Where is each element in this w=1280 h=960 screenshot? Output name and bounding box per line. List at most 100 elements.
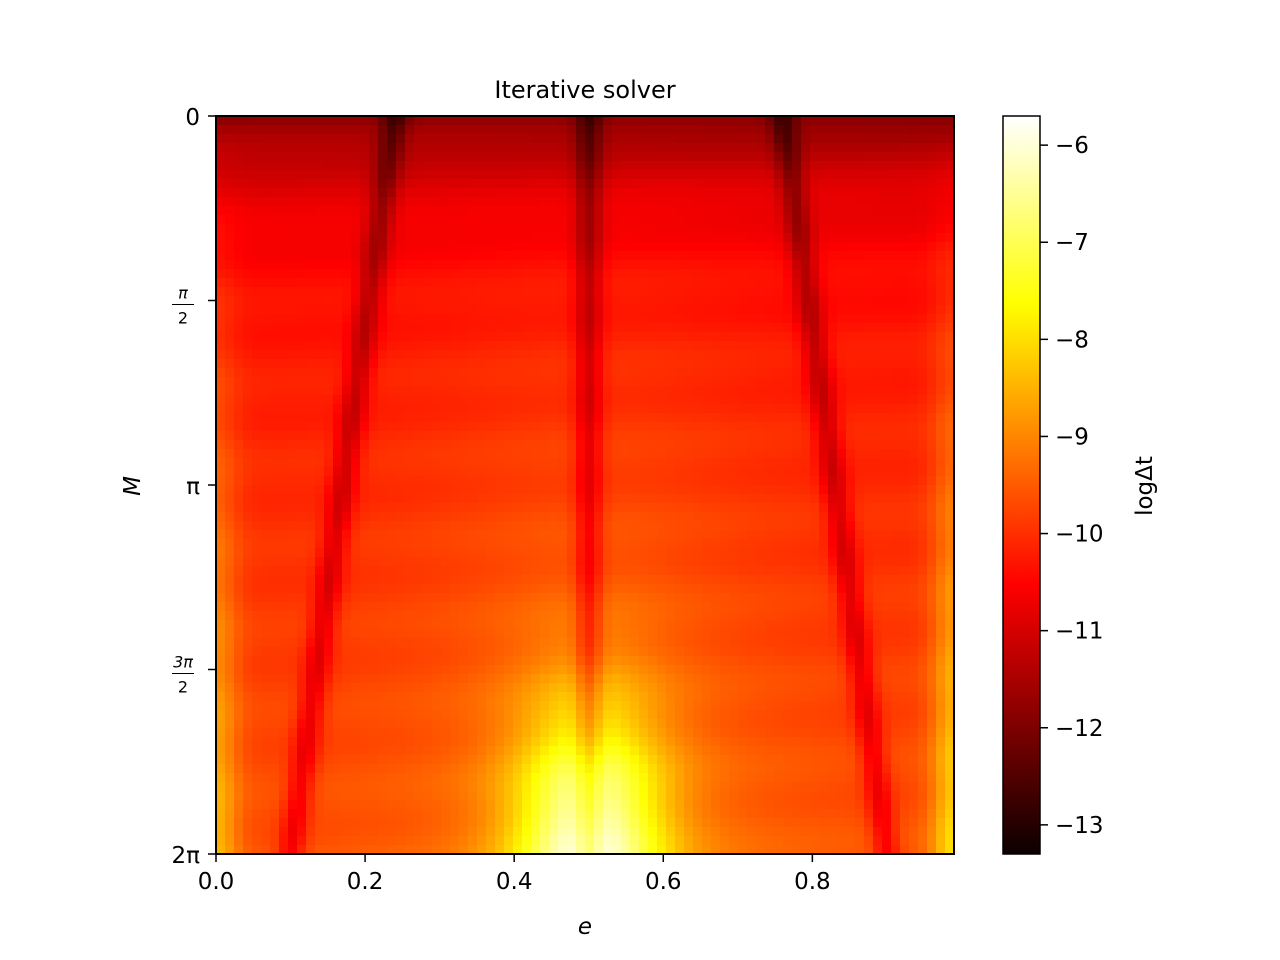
heatmap-cell (387, 539, 397, 549)
heatmap-cell (846, 395, 856, 405)
heatmap-cell (864, 260, 874, 270)
heatmap-cell (351, 341, 361, 351)
heatmap-cell (918, 179, 928, 189)
heatmap-cell (567, 449, 577, 459)
heatmap-cell (540, 512, 550, 522)
heatmap-cell (603, 503, 613, 513)
heatmap-cell (549, 278, 559, 288)
heatmap-cell (234, 341, 244, 351)
heatmap-cell (432, 143, 442, 153)
heatmap-cell (486, 269, 496, 279)
heatmap-cell (927, 647, 937, 657)
heatmap-cell (450, 575, 460, 585)
heatmap-cell (315, 278, 325, 288)
heatmap-cell (747, 233, 757, 243)
heatmap-cell (549, 611, 559, 621)
heatmap-cell (360, 206, 370, 216)
heatmap-cell (945, 503, 955, 513)
heatmap-cell (288, 224, 298, 234)
heatmap-cell (819, 485, 829, 495)
heatmap-cell (216, 431, 226, 441)
heatmap-cell (846, 467, 856, 477)
heatmap-cell (441, 260, 451, 270)
heatmap-cell (945, 314, 955, 324)
heatmap-cell (747, 548, 757, 558)
heatmap-cell (549, 323, 559, 333)
heatmap-cell (702, 179, 712, 189)
heatmap-cell (801, 359, 811, 369)
heatmap-cell (918, 593, 928, 603)
heatmap-cell (675, 440, 685, 450)
heatmap-cell (324, 593, 334, 603)
heatmap-cell (486, 593, 496, 603)
heatmap-cell (522, 449, 532, 459)
heatmap-cell (243, 404, 253, 414)
heatmap-cell (288, 638, 298, 648)
heatmap-cell (477, 440, 487, 450)
heatmap-cell (243, 134, 253, 144)
heatmap-cell (531, 269, 541, 279)
heatmap-cell (765, 296, 775, 306)
heatmap-cell (288, 134, 298, 144)
heatmap-cell (729, 170, 739, 180)
heatmap-cell (819, 314, 829, 324)
heatmap-cell (918, 305, 928, 315)
heatmap-cell (855, 197, 865, 207)
heatmap-cell (945, 467, 955, 477)
heatmap-cell (441, 593, 451, 603)
heatmap-cell (270, 341, 280, 351)
heatmap-cell (459, 323, 469, 333)
heatmap-cell (549, 638, 559, 648)
heatmap-cell (702, 350, 712, 360)
heatmap-cell (900, 629, 910, 639)
heatmap-cell (567, 242, 577, 252)
heatmap-cell (360, 143, 370, 153)
heatmap-cell (261, 341, 271, 351)
heatmap-cell (747, 260, 757, 270)
heatmap-cell (648, 179, 658, 189)
heatmap-cell (243, 422, 253, 432)
heatmap-cell (549, 179, 559, 189)
heatmap-cell (774, 350, 784, 360)
heatmap-cell (612, 260, 622, 270)
heatmap-cell (468, 566, 478, 576)
heatmap-cell (630, 503, 640, 513)
heatmap-cell (828, 656, 838, 666)
heatmap-cell (225, 296, 235, 306)
heatmap-cell (567, 566, 577, 576)
heatmap-cell (774, 503, 784, 513)
heatmap-cell (738, 404, 748, 414)
heatmap-cell (585, 314, 595, 324)
heatmap-cell (738, 224, 748, 234)
heatmap-cell (738, 458, 748, 468)
heatmap-cell (315, 647, 325, 657)
heatmap-cell (549, 602, 559, 612)
heatmap-cell (837, 584, 847, 594)
heatmap-cell (936, 188, 946, 198)
heatmap-cell (297, 548, 307, 558)
heatmap-cell (270, 197, 280, 207)
heatmap-cell (936, 539, 946, 549)
heatmap-cell (522, 458, 532, 468)
heatmap-cell (225, 584, 235, 594)
heatmap-cell (792, 260, 802, 270)
heatmap-cell (891, 359, 901, 369)
heatmap-cell (279, 305, 289, 315)
heatmap-cell (405, 539, 415, 549)
heatmap-cell (765, 242, 775, 252)
heatmap-cell (252, 503, 262, 513)
heatmap-cell (243, 233, 253, 243)
heatmap-cell (306, 260, 316, 270)
heatmap-cell (729, 368, 739, 378)
heatmap-cell (306, 431, 316, 441)
heatmap-cell (711, 359, 721, 369)
heatmap-cell (936, 422, 946, 432)
heatmap-cell (585, 116, 595, 126)
heatmap-cell (549, 170, 559, 180)
heatmap-cell (513, 494, 523, 504)
heatmap-cell (279, 134, 289, 144)
heatmap-cell (666, 638, 676, 648)
heatmap-cell (801, 548, 811, 558)
heatmap-cell (873, 530, 883, 540)
heatmap-cell (603, 647, 613, 657)
